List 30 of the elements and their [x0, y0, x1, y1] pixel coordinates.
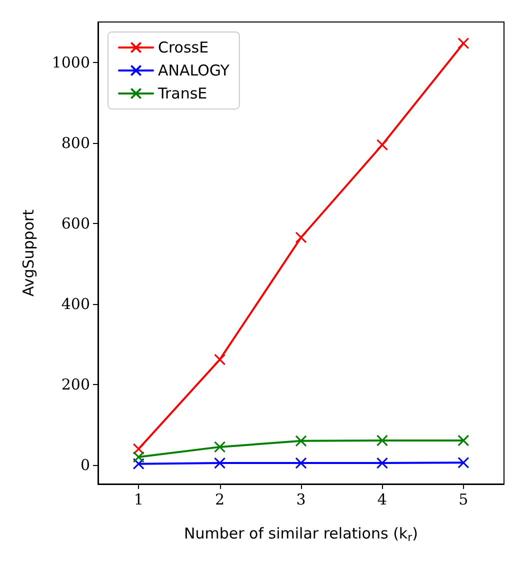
legend-label: TransE: [157, 84, 208, 102]
point: [214, 441, 226, 453]
point: [376, 457, 388, 469]
point: [295, 435, 307, 447]
legend-label: CrossE: [158, 38, 209, 56]
x-tick-label: 1: [134, 490, 144, 508]
x-tick-label: 3: [296, 490, 306, 508]
point: [132, 451, 144, 463]
point: [458, 434, 470, 446]
x-tick-label: 4: [377, 490, 387, 508]
point: [132, 458, 144, 470]
legend-label: ANALOGY: [158, 62, 230, 80]
point: [214, 354, 226, 366]
y-tick-label: 800: [61, 134, 90, 152]
y-tick-label: 600: [61, 214, 90, 232]
point: [132, 443, 144, 455]
point: [458, 38, 470, 50]
point: [214, 457, 226, 469]
point: [295, 457, 307, 469]
y-tick-label: 200: [61, 376, 90, 394]
y-tick-label: 400: [61, 294, 90, 313]
point: [376, 434, 388, 446]
y-axis-title: AvgSupport: [20, 209, 38, 297]
point: [295, 232, 307, 244]
point: [376, 139, 388, 151]
x-tick-label: 2: [215, 490, 225, 508]
y-tick-label: 0: [80, 456, 90, 474]
y-tick-label: 1000: [52, 53, 90, 72]
point: [458, 456, 470, 468]
x-tick-label: 5: [458, 490, 468, 508]
